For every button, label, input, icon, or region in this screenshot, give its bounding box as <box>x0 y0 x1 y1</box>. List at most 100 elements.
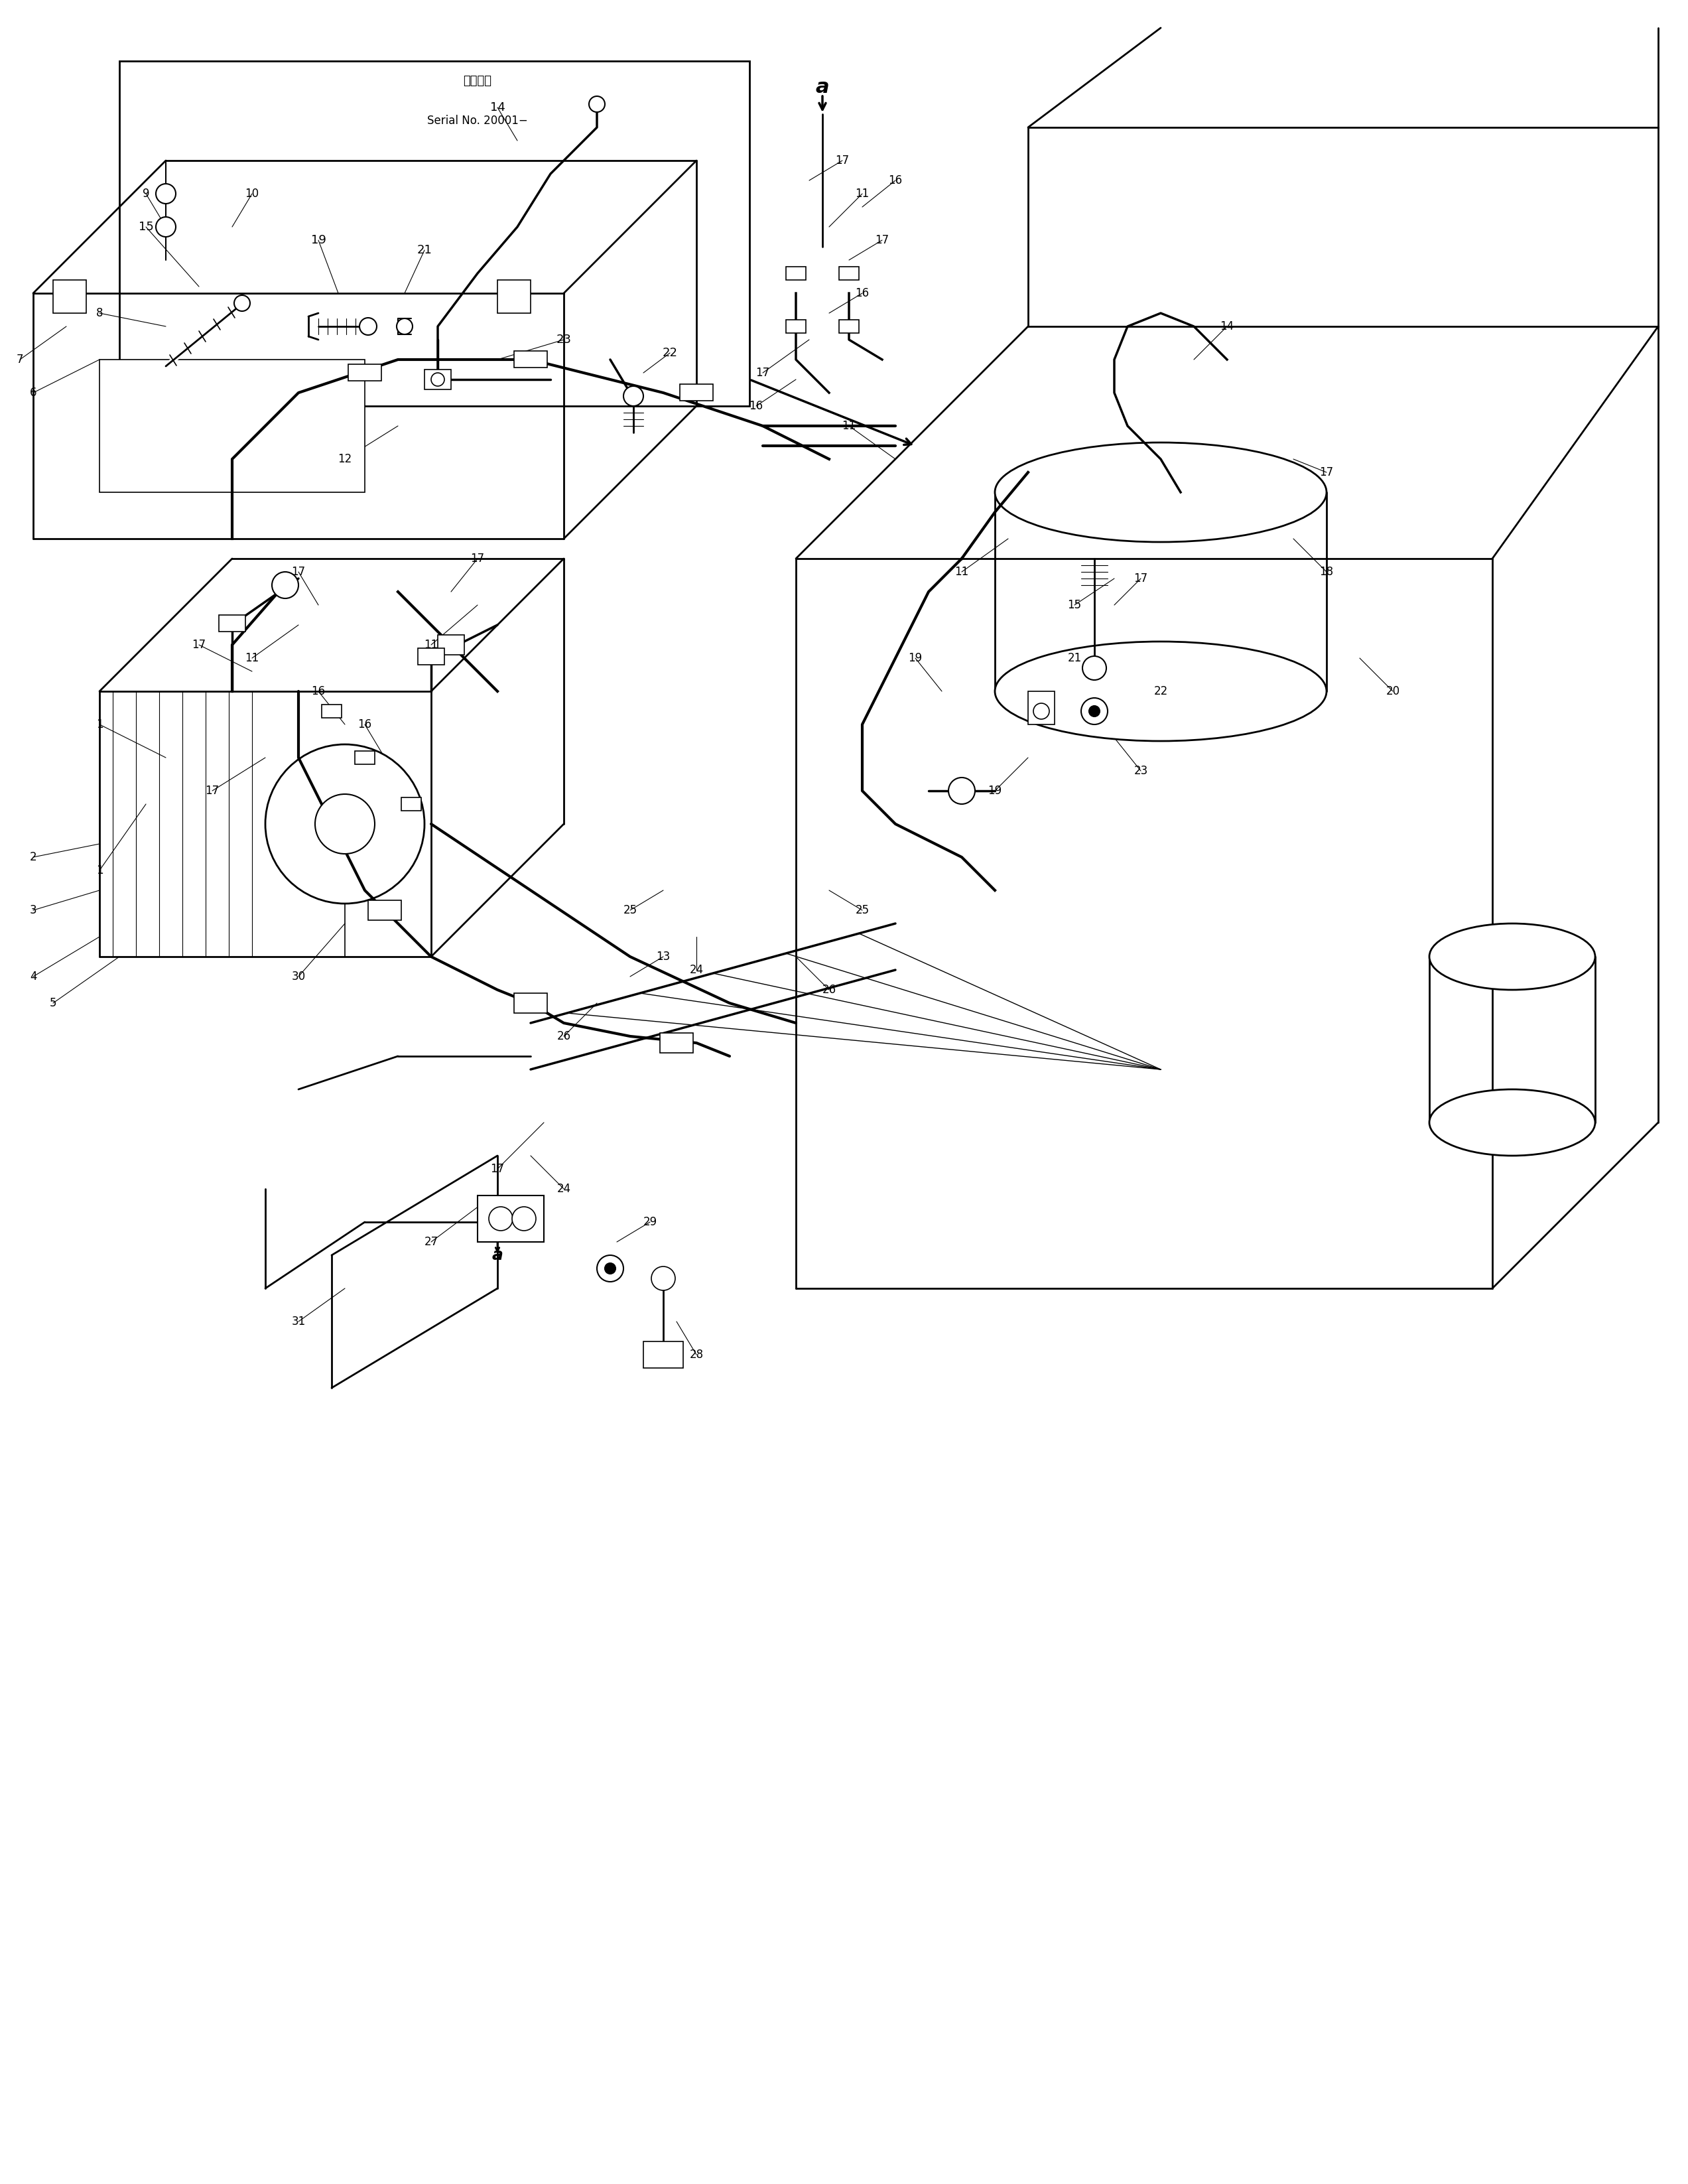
Ellipse shape <box>1430 1090 1595 1155</box>
Circle shape <box>360 319 376 334</box>
Bar <box>680 384 712 400</box>
Circle shape <box>397 319 412 334</box>
Text: 26: 26 <box>557 1031 571 1042</box>
Text: 17: 17 <box>1134 572 1148 585</box>
Bar <box>322 705 341 719</box>
Circle shape <box>265 745 424 904</box>
Text: a: a <box>491 1247 503 1262</box>
Text: 9: 9 <box>142 188 150 199</box>
Circle shape <box>511 1208 535 1230</box>
Circle shape <box>430 373 444 387</box>
Text: 18: 18 <box>1320 566 1334 579</box>
Text: 16: 16 <box>888 175 903 186</box>
Bar <box>219 616 245 631</box>
Text: 19: 19 <box>311 234 326 247</box>
Bar <box>515 352 547 367</box>
Text: 15: 15 <box>1067 598 1082 612</box>
Text: 1: 1 <box>96 865 103 876</box>
Text: Serial No. 20001−: Serial No. 20001− <box>427 116 528 127</box>
Text: 17: 17 <box>471 553 484 566</box>
Bar <box>437 636 464 655</box>
Ellipse shape <box>994 443 1327 542</box>
Bar <box>515 994 547 1013</box>
Text: 2: 2 <box>30 852 37 863</box>
Circle shape <box>155 183 176 203</box>
Text: 25: 25 <box>623 904 636 917</box>
Text: 20: 20 <box>1386 686 1399 697</box>
Text: 17: 17 <box>1320 467 1334 478</box>
Circle shape <box>1033 703 1050 719</box>
Text: 17: 17 <box>874 234 890 247</box>
Circle shape <box>598 1256 623 1282</box>
Text: 19: 19 <box>987 784 1003 797</box>
Bar <box>348 365 381 380</box>
Text: 11: 11 <box>842 419 856 432</box>
Bar <box>787 319 805 332</box>
Text: 13: 13 <box>657 950 670 963</box>
Circle shape <box>652 1267 675 1291</box>
Text: 4: 4 <box>30 970 37 983</box>
Circle shape <box>589 96 604 111</box>
Bar <box>839 266 859 280</box>
Ellipse shape <box>994 642 1327 740</box>
Text: 11: 11 <box>856 188 869 199</box>
Bar <box>419 649 444 664</box>
Circle shape <box>1089 705 1099 716</box>
Bar <box>354 751 375 764</box>
Bar <box>660 1033 694 1053</box>
Text: 28: 28 <box>689 1350 704 1361</box>
Bar <box>100 360 365 491</box>
Bar <box>478 1195 544 1243</box>
Text: 17: 17 <box>292 566 306 579</box>
Text: 11: 11 <box>245 653 258 664</box>
Bar <box>839 319 859 332</box>
Text: 10: 10 <box>245 188 258 199</box>
Text: 7: 7 <box>17 354 24 365</box>
Ellipse shape <box>1430 924 1595 989</box>
Text: 17: 17 <box>756 367 770 378</box>
Text: 31: 31 <box>292 1315 306 1328</box>
Text: 23: 23 <box>555 334 572 345</box>
Text: 26: 26 <box>822 983 836 996</box>
Text: 17: 17 <box>206 784 219 797</box>
Text: 21: 21 <box>417 245 432 256</box>
Circle shape <box>235 295 250 310</box>
Text: 11: 11 <box>424 640 439 651</box>
Circle shape <box>155 216 176 236</box>
Bar <box>787 266 805 280</box>
Text: 17: 17 <box>192 640 206 651</box>
Bar <box>52 280 86 312</box>
Bar <box>643 1341 684 1367</box>
Circle shape <box>1080 699 1107 725</box>
Text: 21: 21 <box>1067 653 1082 664</box>
Text: 30: 30 <box>292 970 306 983</box>
Text: 29: 29 <box>643 1216 657 1227</box>
Text: 22: 22 <box>662 347 677 358</box>
Text: a: a <box>815 79 829 98</box>
Text: 16: 16 <box>311 686 326 697</box>
Bar <box>120 61 749 406</box>
Text: 適用号機: 適用号機 <box>463 74 491 87</box>
Text: 17: 17 <box>836 155 849 166</box>
Circle shape <box>316 795 375 854</box>
Circle shape <box>604 1262 616 1273</box>
Bar <box>368 900 402 919</box>
Circle shape <box>623 387 643 406</box>
Bar <box>1028 692 1055 725</box>
Circle shape <box>272 572 299 598</box>
Text: 3: 3 <box>30 904 37 917</box>
Text: 24: 24 <box>689 963 704 976</box>
Text: 15: 15 <box>138 221 154 234</box>
Text: 8: 8 <box>96 308 103 319</box>
Text: 6: 6 <box>30 387 37 400</box>
Circle shape <box>1082 655 1106 679</box>
Circle shape <box>490 1208 513 1230</box>
Text: 16: 16 <box>358 719 371 729</box>
Text: 11: 11 <box>955 566 969 579</box>
Bar <box>402 797 422 810</box>
Text: 19: 19 <box>908 653 922 664</box>
Text: 14: 14 <box>1220 321 1234 332</box>
Circle shape <box>949 778 976 804</box>
Text: 5: 5 <box>49 998 56 1009</box>
Text: 17: 17 <box>491 1164 505 1175</box>
